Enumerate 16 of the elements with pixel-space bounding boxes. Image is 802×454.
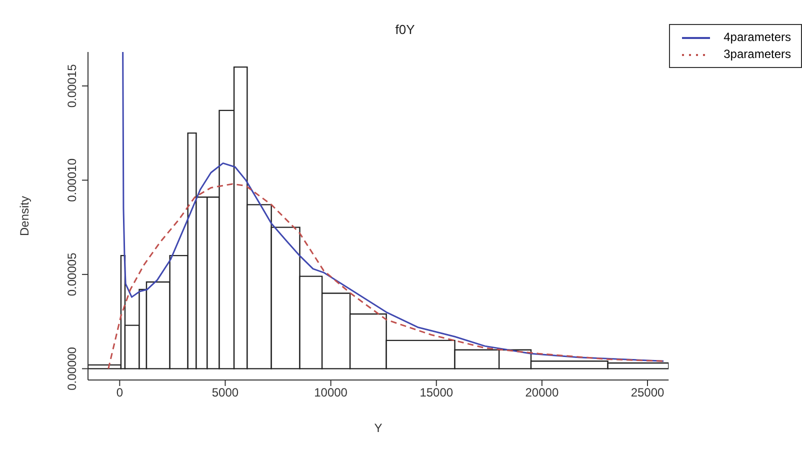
x-axis-title: Y [374, 421, 382, 435]
x-tick-label: 20000 [525, 386, 559, 400]
legend-label: 4parameters [724, 29, 791, 46]
x-tick-label: 5000 [212, 386, 239, 400]
x-tick-label: 25000 [630, 386, 665, 400]
y-tick-label: 0.00000 [65, 346, 79, 390]
y-tick-label: 0.00005 [65, 252, 79, 296]
y-tick-label: 0.00015 [65, 64, 79, 108]
y-axis-title: Density [17, 196, 32, 236]
line-series [122, 52, 664, 362]
x-tick-label: 0 [116, 386, 124, 400]
x-tick-label: 10000 [314, 386, 348, 400]
y-tick-label: 0.00010 [65, 158, 79, 202]
x-tick-label: 15000 [420, 386, 454, 400]
chart-title: f0Y [395, 22, 415, 37]
legend-label: 3parameters [724, 46, 791, 63]
